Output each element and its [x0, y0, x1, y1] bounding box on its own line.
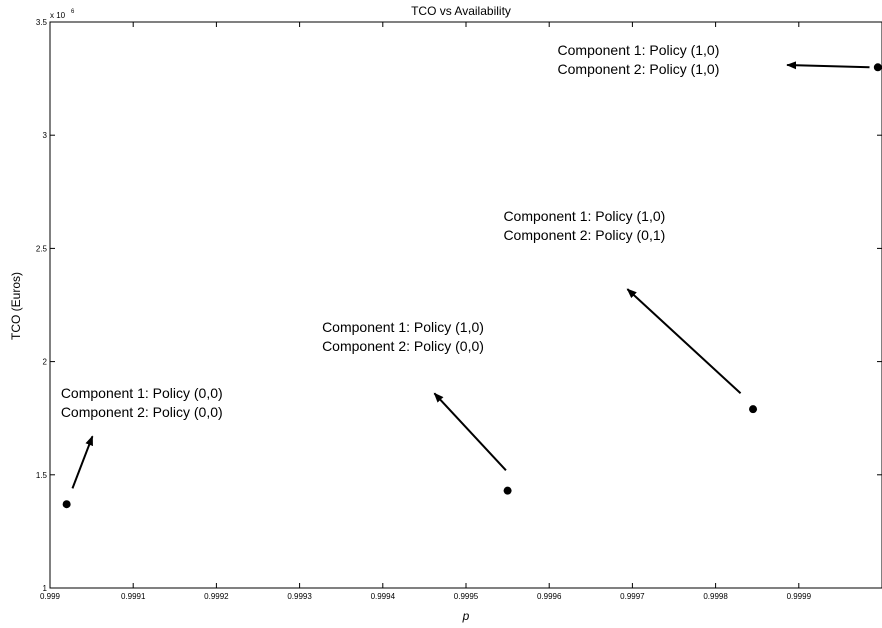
- x-tick-label: 0.9995: [454, 592, 479, 601]
- y-tick-label: 2: [43, 358, 48, 367]
- annotation-label: Component 1: Policy (1,0): [558, 42, 720, 58]
- y-tick-label: 1: [43, 584, 48, 593]
- x-tick-label: 0.999: [40, 592, 61, 601]
- annotation-arrow: [433, 392, 507, 471]
- y-tick-label: 1.5: [36, 471, 48, 480]
- data-point: [62, 500, 71, 509]
- chart-title: TCO vs Availability: [411, 4, 511, 18]
- y-tick-label: 3.5: [36, 18, 48, 27]
- x-tick-label: 0.9998: [703, 592, 728, 601]
- x-tick-label: 0.9997: [620, 592, 645, 601]
- annotation-arrow: [626, 288, 742, 395]
- annotation-arrow: [786, 61, 870, 70]
- annotation-label: Component 2: Policy (1,0): [558, 61, 720, 77]
- y-tick-label: 3: [43, 131, 48, 140]
- x-tick-label: 0.9993: [287, 592, 312, 601]
- x-tick-label: 0.9996: [537, 592, 562, 601]
- x-tick-label: 0.9994: [371, 592, 396, 601]
- annotation-label: Component 2: Policy (0,1): [503, 227, 665, 243]
- x-tick-label: 0.9992: [204, 592, 229, 601]
- y-tick-label: 2.5: [36, 244, 48, 253]
- annotation-label: Component 2: Policy (0,0): [61, 404, 223, 420]
- annotation-arrow: [71, 435, 94, 489]
- annotation-label: Component 1: Policy (0,0): [61, 385, 223, 401]
- annotation-label: Component 2: Policy (0,0): [322, 338, 484, 354]
- annotation-label: Component 1: Policy (1,0): [503, 208, 665, 224]
- data-point: [503, 486, 512, 495]
- data-point: [749, 405, 758, 414]
- y-axis-label: TCO (Euros): [9, 272, 23, 340]
- y-exponent-power: 6: [71, 9, 75, 15]
- y-exponent-label: x 10: [50, 11, 66, 20]
- data-point: [873, 63, 882, 72]
- x-tick-label: 0.9999: [787, 592, 812, 601]
- x-axis-label: p: [462, 609, 470, 623]
- x-tick-label: 0.9991: [121, 592, 146, 601]
- annotation-label: Component 1: Policy (1,0): [322, 319, 484, 335]
- plot-area: 0.999 0.9991 0.9992 0.9993 0.9994 0.9995 0.999…: [36, 18, 882, 601]
